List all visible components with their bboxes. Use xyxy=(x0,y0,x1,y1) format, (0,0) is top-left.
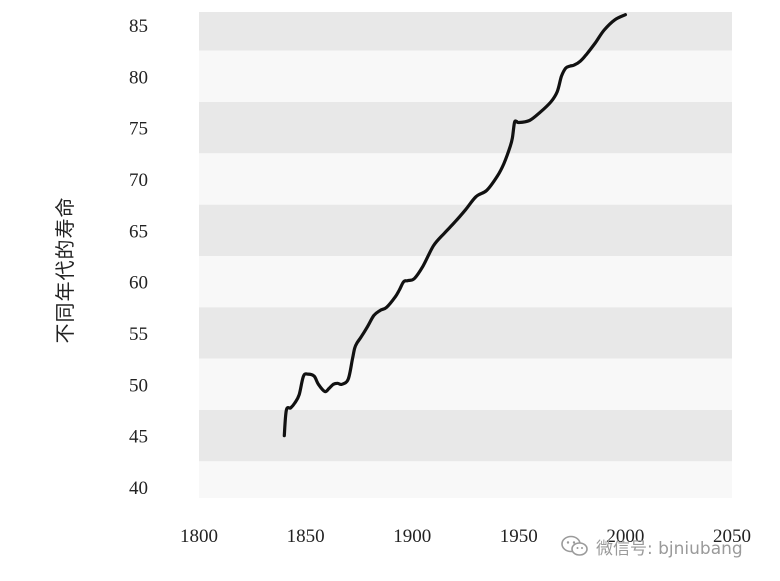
x-tick-label: 1850 xyxy=(287,526,325,547)
watermark: 微信号: bjniubang xyxy=(560,531,743,561)
grid-band xyxy=(199,410,732,462)
grid-band xyxy=(199,307,732,359)
y-tick-label: 60 xyxy=(129,273,148,294)
y-tick-label: 55 xyxy=(129,324,148,345)
y-tick-label: 45 xyxy=(129,427,148,448)
plot-lines xyxy=(282,13,627,438)
x-tick-label: 1900 xyxy=(393,526,431,547)
grid-band xyxy=(199,461,732,498)
x-tick-label: 2050 xyxy=(713,526,751,547)
grid-band xyxy=(199,256,732,308)
series-line xyxy=(282,13,627,438)
y-tick-label: 85 xyxy=(129,16,148,37)
y-tick-label: 50 xyxy=(129,375,148,396)
y-tick-label: 40 xyxy=(129,478,148,499)
grid-band xyxy=(199,358,732,410)
grid-band xyxy=(199,50,732,102)
x-tick-label: 1950 xyxy=(500,526,538,547)
y-tick-label: 65 xyxy=(129,221,148,242)
y-axis-label: 不同年代的寿命 xyxy=(53,197,77,344)
grid-band xyxy=(199,204,732,256)
grid-band xyxy=(199,102,732,154)
x-tick-label: 1800 xyxy=(180,526,218,547)
y-tick-label: 80 xyxy=(129,67,148,88)
grid-band xyxy=(199,153,732,205)
y-tick-label: 75 xyxy=(129,119,148,140)
x-axis: 1800 1850 1900 1950 2000 2050 xyxy=(180,526,751,547)
y-tick-label: 70 xyxy=(129,170,148,191)
plot-background-bands xyxy=(199,12,732,498)
wechat-icon xyxy=(561,535,588,556)
y-axis: 40 45 50 55 60 65 70 75 80 85 xyxy=(129,16,148,499)
grid-band xyxy=(199,12,732,51)
watermark-text: 微信号: bjniubang xyxy=(596,538,743,559)
x-tick-label: 2000 xyxy=(606,526,644,547)
